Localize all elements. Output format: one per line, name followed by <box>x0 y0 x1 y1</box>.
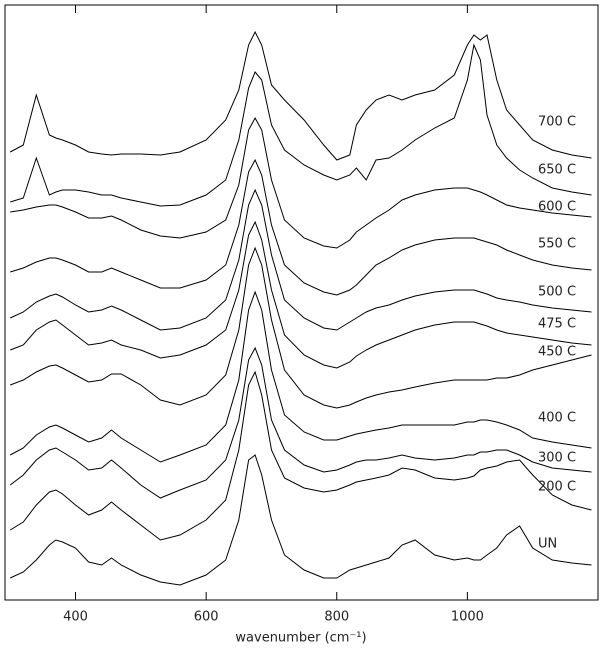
series-label: 300 C <box>538 451 576 466</box>
series-label: 600 C <box>538 200 576 215</box>
spectrum-line <box>9 346 592 499</box>
plot-frame <box>4 4 599 601</box>
spectrum-line <box>10 43 592 207</box>
spectrum-line <box>10 116 592 249</box>
series-label: 400 C <box>538 411 576 426</box>
x-tick-label: 800 <box>324 610 349 625</box>
series-label: UN <box>538 537 557 552</box>
x-tick-label: 400 <box>63 610 88 625</box>
spectrum-line <box>9 188 592 331</box>
series-label: 700 C <box>538 115 576 130</box>
spectrum-line <box>9 454 592 586</box>
series-label: 475 C <box>538 317 576 332</box>
spectrum-line <box>10 246 592 409</box>
series-label: 450 C <box>538 345 576 360</box>
x-tick-label: 600 <box>194 610 219 625</box>
series-label: 650 C <box>538 163 576 178</box>
series-label: 500 C <box>538 285 576 300</box>
spectrum-line <box>9 30 592 161</box>
spectrum-line <box>9 370 592 541</box>
series-label: 550 C <box>538 237 576 252</box>
spectrum-line <box>10 158 592 296</box>
spectrum-line <box>10 220 592 369</box>
x-axis-label: wavenumber (cm⁻¹) <box>235 631 366 646</box>
spectrum-line <box>9 290 592 463</box>
x-tick-label: 1000 <box>451 610 484 625</box>
series-label: 200 C <box>538 480 576 495</box>
